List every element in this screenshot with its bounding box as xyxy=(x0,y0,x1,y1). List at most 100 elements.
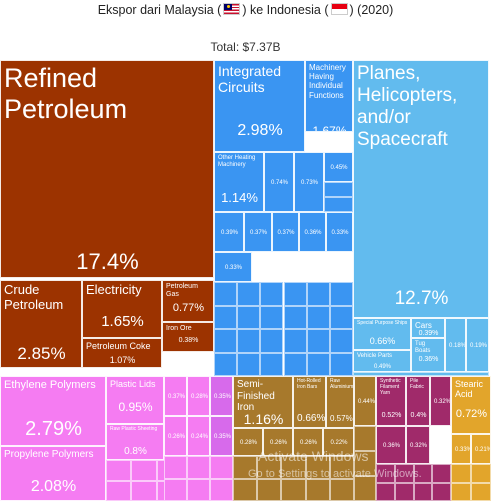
small-tile[interactable]: 0.22% xyxy=(323,428,354,456)
small-tile[interactable]: 0.26% xyxy=(263,428,293,456)
mosaic-tile[interactable] xyxy=(329,456,354,479)
mosaic-tile[interactable] xyxy=(260,282,284,306)
small-tile[interactable]: 0.74% xyxy=(264,152,294,212)
mosaic-tile[interactable] xyxy=(354,476,376,501)
mosaic-tile[interactable] xyxy=(187,456,210,479)
mosaic-tile[interactable] xyxy=(131,480,157,501)
tile-petroleum-gas[interactable]: Petroleum Gas 0.77% xyxy=(162,280,214,322)
mosaic-tile[interactable] xyxy=(164,456,187,479)
mosaic-tile[interactable] xyxy=(237,305,261,329)
small-tile[interactable]: 0.28% xyxy=(187,376,210,416)
mosaic-tile[interactable] xyxy=(329,282,353,306)
small-tile[interactable]: 0.26% xyxy=(293,428,323,456)
tile-other-heating-machinery[interactable]: Other Heating Machinery 1.14% xyxy=(214,152,264,212)
mosaic-tile[interactable] xyxy=(260,305,284,329)
mosaic-tile[interactable] xyxy=(257,478,282,501)
mosaic-tile[interactable] xyxy=(353,372,489,376)
tile-machinery-having-individual-functions[interactable]: Machinery Having Individual Functions 1.6… xyxy=(305,60,353,132)
mosaic-tile[interactable] xyxy=(471,482,491,501)
small-tile[interactable]: 0.18% xyxy=(445,318,466,372)
mosaic-tile[interactable] xyxy=(329,329,353,353)
mosaic-tile[interactable] xyxy=(451,464,471,483)
mosaic-tile[interactable] xyxy=(376,482,395,501)
tile-raw-aluminium[interactable]: Raw Aluminium 0.57% xyxy=(326,376,354,428)
mosaic-tile[interactable] xyxy=(324,182,353,197)
mosaic-tile[interactable] xyxy=(214,329,238,353)
tile-hot-rolled-iron-bars[interactable]: Hot-Rolled Iron Bars 0.66% xyxy=(293,376,326,428)
small-tile[interactable]: 0.37% xyxy=(272,212,299,252)
small-tile[interactable]: 0.45% xyxy=(324,152,353,182)
mosaic-tile[interactable] xyxy=(281,478,306,501)
small-tile[interactable]: 0.33% xyxy=(451,434,471,464)
tile-iron-ore[interactable]: Iron Ore 0.38% xyxy=(162,322,214,352)
mosaic-tile[interactable] xyxy=(413,464,433,483)
small-tile[interactable]: 0.37% xyxy=(164,376,187,416)
mosaic-tile[interactable] xyxy=(306,329,330,353)
tile-ethylene-polymers[interactable]: Ethylene Polymers 2.79% xyxy=(0,376,106,446)
tile-stearic-acid[interactable]: Stearic Acid 0.72% xyxy=(451,376,491,434)
mosaic-tile[interactable] xyxy=(432,464,451,483)
mosaic-tile[interactable] xyxy=(214,305,238,329)
mosaic-tile[interactable] xyxy=(305,456,330,479)
mosaic-tile[interactable] xyxy=(257,456,282,479)
tile-petroleum-coke[interactable]: Petroleum Coke 1.07% xyxy=(82,338,162,368)
tile-raw-plastic-sheeting[interactable]: Raw Plastic Sheeting 0.8% xyxy=(106,424,164,460)
mosaic-tile[interactable] xyxy=(214,352,238,376)
mosaic-tile[interactable] xyxy=(283,282,307,306)
small-tile[interactable]: 0.32% xyxy=(406,426,430,464)
small-tile[interactable]: 0.19% xyxy=(466,318,489,372)
small-tile[interactable]: 0.21% xyxy=(471,434,491,464)
mosaic-tile[interactable] xyxy=(233,456,258,479)
mosaic-tile[interactable] xyxy=(233,478,258,501)
mosaic-tile[interactable] xyxy=(260,329,284,353)
mosaic-tile[interactable] xyxy=(283,329,307,353)
tile-integrated-circuits[interactable]: Integrated Circuits 2.98% xyxy=(214,60,305,152)
mosaic-tile[interactable] xyxy=(394,464,414,483)
mosaic-tile[interactable] xyxy=(432,482,451,501)
small-tile[interactable]: 0.28% xyxy=(233,428,263,456)
mosaic-tile[interactable] xyxy=(164,478,187,501)
mosaic-tile[interactable] xyxy=(354,451,376,476)
mosaic-tile[interactable] xyxy=(237,282,261,306)
small-tile[interactable]: 0.36% xyxy=(299,212,326,252)
mosaic-tile[interactable] xyxy=(376,464,395,483)
mosaic-tile[interactable] xyxy=(283,305,307,329)
small-tile[interactable]: 0.35% xyxy=(210,376,233,416)
mosaic-tile[interactable] xyxy=(329,478,354,501)
small-tile[interactable]: 0.32% xyxy=(430,376,451,426)
mosaic-tile[interactable] xyxy=(305,478,330,501)
mosaic-tile[interactable] xyxy=(210,456,233,479)
mosaic-tile[interactable] xyxy=(329,352,353,376)
tile-pile-fabric[interactable]: Pile Fabric 0.4% xyxy=(406,376,430,426)
mosaic-tile[interactable] xyxy=(106,460,132,481)
mosaic-tile[interactable] xyxy=(187,478,210,501)
mosaic-tile[interactable] xyxy=(237,329,261,353)
small-tile[interactable]: 0.39% xyxy=(214,212,244,252)
tile-vehicle-parts[interactable]: Vehicle Parts 0.49% xyxy=(353,350,411,372)
mosaic-tile[interactable] xyxy=(394,482,414,501)
small-tile[interactable]: 0.33% xyxy=(326,212,353,252)
small-tile[interactable]: 0.44% xyxy=(354,376,376,426)
small-tile[interactable]: 0.37% xyxy=(244,212,272,252)
mosaic-tile[interactable] xyxy=(354,426,376,451)
small-tile[interactable]: 0.73% xyxy=(294,152,324,212)
mosaic-tile[interactable] xyxy=(471,464,491,483)
mosaic-tile[interactable] xyxy=(237,352,261,376)
small-tile[interactable]: 0.33% xyxy=(214,252,252,282)
mosaic-tile[interactable] xyxy=(283,352,307,376)
tile-planes-helicopters-and-or-spacecraft[interactable]: Planes, Helicopters, and/or Spacecraft 12… xyxy=(353,60,489,318)
mosaic-tile[interactable] xyxy=(324,197,353,212)
mosaic-tile[interactable] xyxy=(210,478,233,501)
mosaic-tile[interactable] xyxy=(451,482,471,501)
tile-refined-petroleum[interactable]: Refined Petroleum 17.4% xyxy=(0,60,214,278)
mosaic-tile[interactable] xyxy=(306,352,330,376)
tile-tug-boats[interactable]: Tug Boats 0.36% xyxy=(411,338,445,372)
mosaic-tile[interactable] xyxy=(131,460,157,481)
tile-electricity[interactable]: Electricity 1.65% xyxy=(82,280,162,338)
mosaic-tile[interactable] xyxy=(306,282,330,306)
small-tile[interactable]: 0.35% xyxy=(210,416,233,456)
tile-plastic-lids[interactable]: Plastic Lids 0.95% xyxy=(106,376,164,424)
tile-special-purpose-ships[interactable]: Special Purpose Ships 0.66% xyxy=(353,318,411,350)
mosaic-tile[interactable] xyxy=(306,305,330,329)
mosaic-tile[interactable] xyxy=(106,480,132,501)
